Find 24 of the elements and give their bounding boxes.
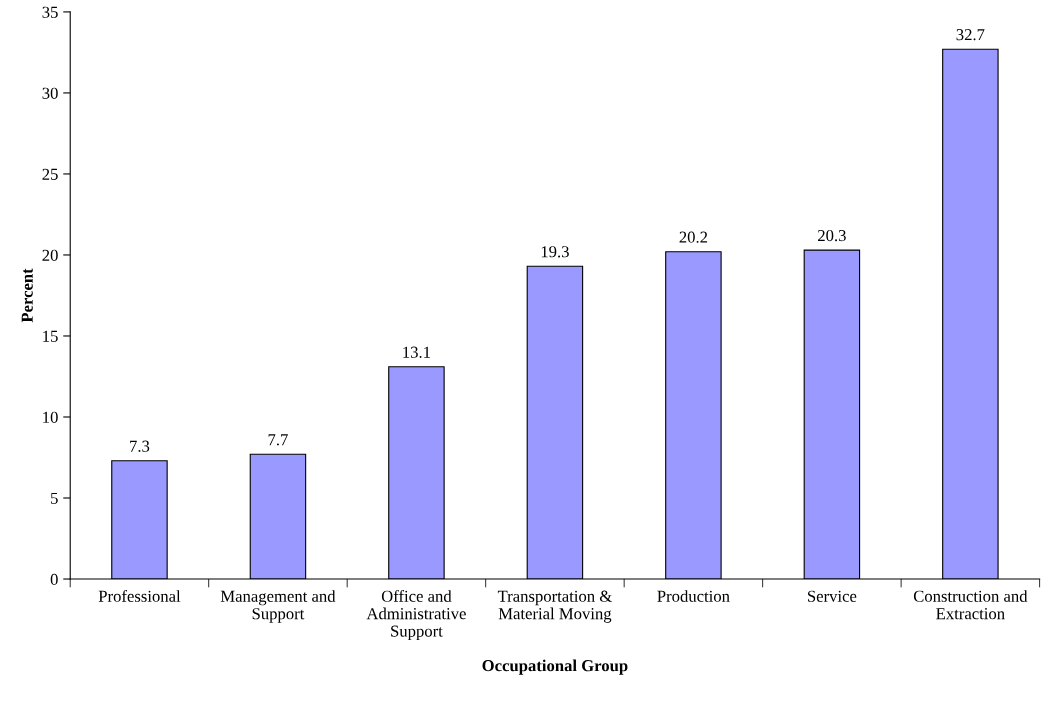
data-label: 7.3 bbox=[130, 440, 150, 452]
y-tick-label: 10 bbox=[43, 411, 58, 423]
data-label: 20.3 bbox=[818, 229, 846, 242]
y-tick-label: 25 bbox=[42, 168, 58, 180]
x-tick-label: Office and Administrative Support bbox=[366, 589, 466, 641]
y-tick-label: 35 bbox=[42, 6, 58, 18]
x-tick-label: Construction and Extraction bbox=[913, 590, 1028, 620]
y-tick-label: 0 bbox=[50, 573, 58, 585]
data-label: 7.7 bbox=[268, 434, 288, 446]
data-label: 32.7 bbox=[956, 29, 985, 41]
y-tick-label: 5 bbox=[51, 492, 58, 504]
x-tick-label: Professional bbox=[98, 589, 181, 602]
y-tick-label: 15 bbox=[43, 330, 58, 342]
x-tick-label: Service bbox=[808, 590, 857, 602]
x-tick-label: Transportation & Material Moving bbox=[497, 590, 612, 623]
x-tick-label: Production bbox=[657, 590, 730, 602]
data-label: 13.1 bbox=[403, 346, 431, 358]
data-label: 20.2 bbox=[679, 231, 708, 243]
y-tick-label: 30 bbox=[42, 87, 58, 99]
x-axis-title: Occupational Group bbox=[482, 659, 628, 675]
y-axis-title: Percent bbox=[21, 268, 33, 323]
y-tick-label: 20 bbox=[42, 249, 58, 261]
x-tick-label: Management and Support bbox=[220, 590, 336, 623]
data-label: 19.3 bbox=[541, 246, 569, 258]
